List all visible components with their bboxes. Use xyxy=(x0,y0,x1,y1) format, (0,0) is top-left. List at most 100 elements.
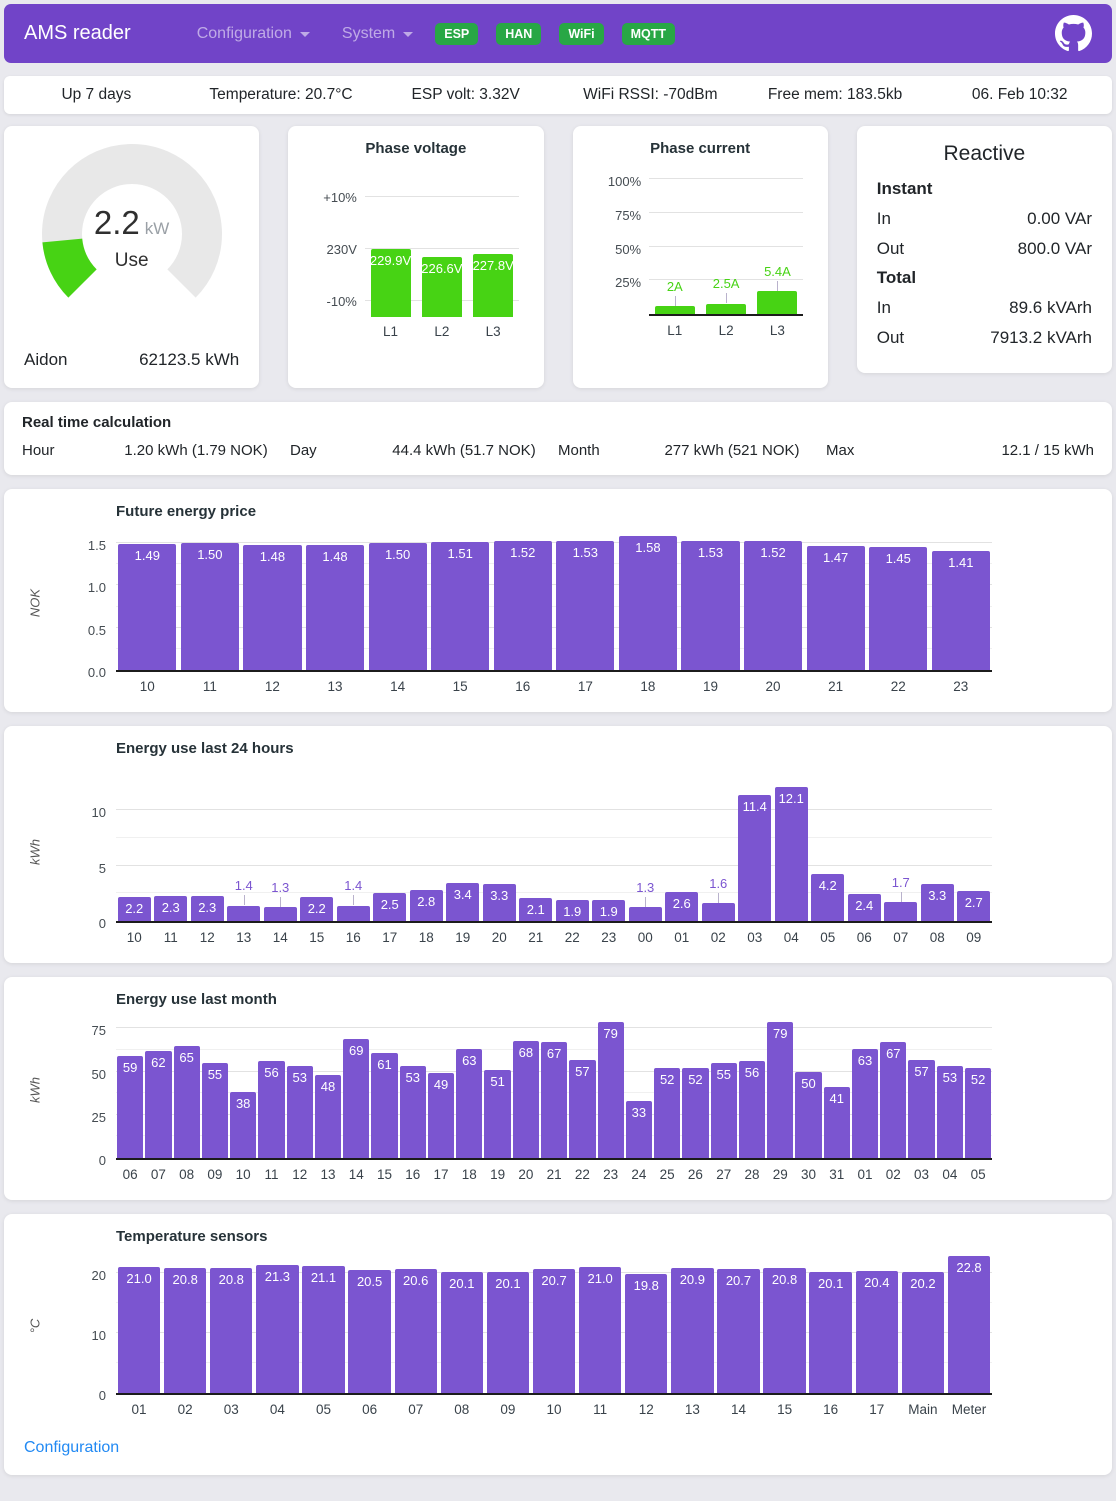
energy-24h-value: 1.3 xyxy=(271,879,290,895)
energy-24h-xlabel: 23 xyxy=(601,930,617,945)
energy-24h-bar-06: 2.4 xyxy=(847,894,881,921)
future-energy-price-ylabel: NOK xyxy=(27,588,43,618)
future-energy-price-value: 1.53 xyxy=(697,544,724,560)
energy-month-xlabel: 02 xyxy=(885,1167,901,1182)
status-badges: ESP HAN WiFi MQTT xyxy=(435,22,676,45)
github-link[interactable] xyxy=(1055,15,1092,52)
energy-month-value: 79 xyxy=(773,1025,788,1041)
temperature-sensors-xlabel: Meter xyxy=(951,1402,987,1417)
realtime-month: Month 277 kWh (521 NOK) xyxy=(558,442,826,459)
energy-month-bar-24: 33 xyxy=(625,1101,653,1158)
configuration-link[interactable]: Configuration xyxy=(24,1439,120,1456)
energy-24h-value: 2.3 xyxy=(161,899,180,915)
future-energy-price-bar-10: 1.49 xyxy=(118,543,177,670)
nav-item-system[interactable]: System xyxy=(342,25,414,43)
nav-item-label: Configuration xyxy=(196,24,292,42)
phase-voltage-bar-L3: 227.8V xyxy=(473,254,514,317)
phase-current-xaxis: L1 L2 L3 xyxy=(649,323,803,338)
energy-24h-xlabel: 10 xyxy=(126,930,142,945)
temperature-sensors-bar-04: 21.3 xyxy=(256,1265,299,1393)
future-energy-price-value: 1.50 xyxy=(384,547,411,562)
energy-month-xlabel: 05 xyxy=(970,1167,986,1182)
future-energy-price-xlabel: 11 xyxy=(202,679,217,694)
energy-24h-value: 1.4 xyxy=(344,878,363,894)
energy-24h-bar-10: 2.2 xyxy=(117,896,151,921)
energy-month-xlabel: 23 xyxy=(603,1167,619,1182)
uptime-status: Up 7 days xyxy=(61,86,132,103)
meter-name: Aidon xyxy=(24,350,68,369)
energy-month-bar-03: 57 xyxy=(908,1059,935,1158)
temperature-sensors-xlabel: 04 xyxy=(269,1402,285,1417)
energy-month-xlabel: 30 xyxy=(800,1167,817,1182)
phase-current-xlabel: L3 xyxy=(769,323,785,338)
energy-month-bar-15: 61 xyxy=(371,1052,398,1158)
energy-24h-xlabel: 12 xyxy=(199,930,215,945)
energy-month-xlabel: 21 xyxy=(546,1167,562,1182)
energy-month-bar-12: 53 xyxy=(286,1066,313,1158)
temperature-sensors-xlabel: Main xyxy=(908,1402,938,1417)
temperature-sensors-xlabel: 13 xyxy=(684,1402,700,1417)
reactive-total-heading: Total xyxy=(876,268,917,288)
energy-24h-bar-00 xyxy=(628,906,662,921)
phase-current-plot: 2A 2.5A 5.4A xyxy=(649,178,804,316)
phase-current-bar-L3 xyxy=(757,291,798,314)
energy-month-bar-11: 56 xyxy=(258,1061,285,1158)
energy-month-body: kWh 0 25 50 75 59 62 65 55 38 56 53 48 69 61 53 49 63 51 68… xyxy=(20,1020,1096,1168)
energy-24h-xlabel: 04 xyxy=(783,930,799,945)
energy-month-xlabel: 17 xyxy=(433,1167,449,1182)
energy-24h-value: 3.4 xyxy=(453,887,472,903)
energy-month-bar-05: 52 xyxy=(964,1068,992,1158)
energy-24h-bar-18: 2.8 xyxy=(409,889,443,921)
energy-month-bar-31: 41 xyxy=(823,1087,850,1158)
energy-24h-ytick: 0 xyxy=(98,916,106,931)
energy-24h-xlabel: 00 xyxy=(637,930,653,945)
energy-24h-value: 2.3 xyxy=(198,899,217,915)
energy-month-bar-13: 48 xyxy=(314,1075,342,1158)
energy-month-ytick: 75 xyxy=(91,1023,106,1039)
reactive-row: Out 800.0 VAr xyxy=(877,234,1092,264)
realtime-value: 277 kWh (521 NOK) xyxy=(664,442,800,459)
energy-month-value: 62 xyxy=(151,1054,166,1070)
energy-month-value: 48 xyxy=(320,1079,336,1094)
energy-24h-xlabel: 15 xyxy=(309,930,325,945)
phase-current-xlabel: L2 xyxy=(718,323,734,338)
nav-item-configuration[interactable]: Configuration xyxy=(197,25,310,43)
chevron-down-icon xyxy=(299,32,310,37)
energy-24h-xlabel: 16 xyxy=(345,930,361,945)
phase-voltage-ytick: -10% xyxy=(326,294,357,310)
temperature-sensors-title: Temperature sensors xyxy=(116,1228,268,1245)
energy-month-xlabel: 31 xyxy=(829,1167,845,1182)
temperature-sensors-value: 20.8 xyxy=(218,1272,244,1288)
temperature-sensors-value: 20.9 xyxy=(679,1271,706,1287)
phase-voltage-bar-L2: 226.6V xyxy=(421,256,462,317)
temperature-sensors-bar-Main: 20.2 xyxy=(901,1271,945,1393)
datetime-status: 06. Feb 10:32 xyxy=(971,86,1068,103)
future-energy-price-ytick: 0.5 xyxy=(87,622,106,638)
future-energy-price-value: 1.48 xyxy=(259,548,286,564)
energy-month-bar-25: 52 xyxy=(654,1068,681,1158)
phase-current-bar-L2 xyxy=(706,303,747,314)
energy-24h-value: 1.7 xyxy=(891,875,910,891)
phase-voltage-value: 227.8V xyxy=(472,258,514,274)
energy-month-chart: Energy use last month kWh 0 25 50 75 59 62 65 55 3… xyxy=(20,991,1096,1182)
reactive-instant-heading: Instant xyxy=(876,179,933,198)
free-mem-status: Free mem: 183.5kb xyxy=(767,86,903,103)
energy-month-value: 52 xyxy=(970,1072,986,1088)
energy-month-xlabel: 25 xyxy=(659,1167,675,1182)
energy-24h-xlabel: 11 xyxy=(163,930,178,945)
temperature-sensors-chart: Temperature sensors °C 0 10 20 21.0 20.8 20.8 21… xyxy=(20,1228,1096,1417)
phase-current-yaxis: 100% 75% 50% 25% xyxy=(597,174,649,316)
reactive-card: Reactive Instant In 0.00 VAr Out 800.0 V… xyxy=(856,126,1112,373)
energy-24h-xlabel: 08 xyxy=(929,930,945,945)
temperature-sensors-bar-07: 20.6 xyxy=(394,1269,437,1393)
energy-24h-xlabel: 13 xyxy=(236,930,252,945)
energy-month-value: 67 xyxy=(546,1046,562,1062)
gauge-track xyxy=(41,144,222,298)
energy-month-xlabel: 29 xyxy=(772,1167,788,1182)
energy-24h-ytick: 5 xyxy=(98,860,106,876)
phase-voltage-xlabel: L3 xyxy=(485,324,501,339)
energy-month-bar-22: 57 xyxy=(569,1059,596,1158)
energy-month-xlabel: 28 xyxy=(744,1167,760,1182)
phase-voltage-ytick: +10% xyxy=(323,190,357,205)
temperature-sensors-value: 20.4 xyxy=(864,1274,890,1290)
